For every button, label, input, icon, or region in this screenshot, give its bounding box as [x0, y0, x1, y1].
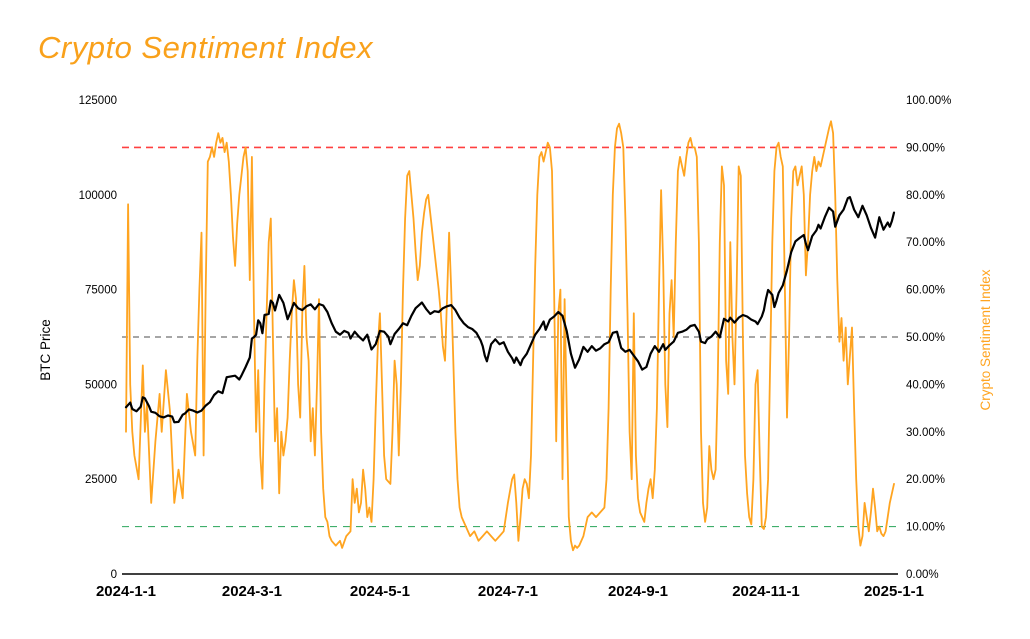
y-right-tick-label: 20.00% — [906, 474, 945, 486]
x-tick-label: 2024-7-1 — [478, 583, 538, 600]
x-tick-label: 2024-3-1 — [222, 583, 282, 600]
series-line-btc-price — [124, 196, 896, 424]
y-right-tick-label: 0.00% — [906, 569, 939, 581]
y-right-tick-label: 50.00% — [906, 332, 945, 344]
y-right-tick-label: 40.00% — [906, 379, 945, 391]
y-left-tick-label: 25000 — [85, 474, 117, 486]
y-right-tick-label: 60.00% — [906, 285, 945, 297]
x-tick-label: 2024-1-1 — [96, 583, 156, 600]
x-tick-label: 2025-1-1 — [864, 583, 924, 600]
y-left-tick-label: 125000 — [79, 95, 117, 107]
y-left-tick-label: 75000 — [85, 285, 117, 297]
x-tick-label: 2024-9-1 — [608, 583, 668, 600]
y-right-tick-label: 80.00% — [906, 190, 945, 202]
y-right-tick-label: 70.00% — [906, 237, 945, 249]
y-left-tick-label: 100000 — [79, 190, 117, 202]
x-tick-label: 2024-11-1 — [732, 583, 800, 600]
y-right-tick-label: 90.00% — [906, 142, 945, 154]
y-right-axis-title: Crypto Sentiment Index — [978, 269, 993, 410]
y-left-tick-label: 50000 — [85, 379, 117, 391]
y-left-axis-title: BTC Price — [38, 319, 53, 381]
y-right-tick-label: 100.00% — [906, 95, 951, 107]
series-line-crypto-sentiment-index — [125, 120, 895, 552]
y-right-tick-label: 30.00% — [906, 427, 945, 439]
y-left-tick-label: 0 — [111, 569, 117, 581]
page-title: Crypto Sentiment Index — [38, 30, 373, 65]
y-right-tick-label: 10.00% — [906, 522, 945, 534]
x-tick-label: 2024-5-1 — [350, 583, 410, 600]
